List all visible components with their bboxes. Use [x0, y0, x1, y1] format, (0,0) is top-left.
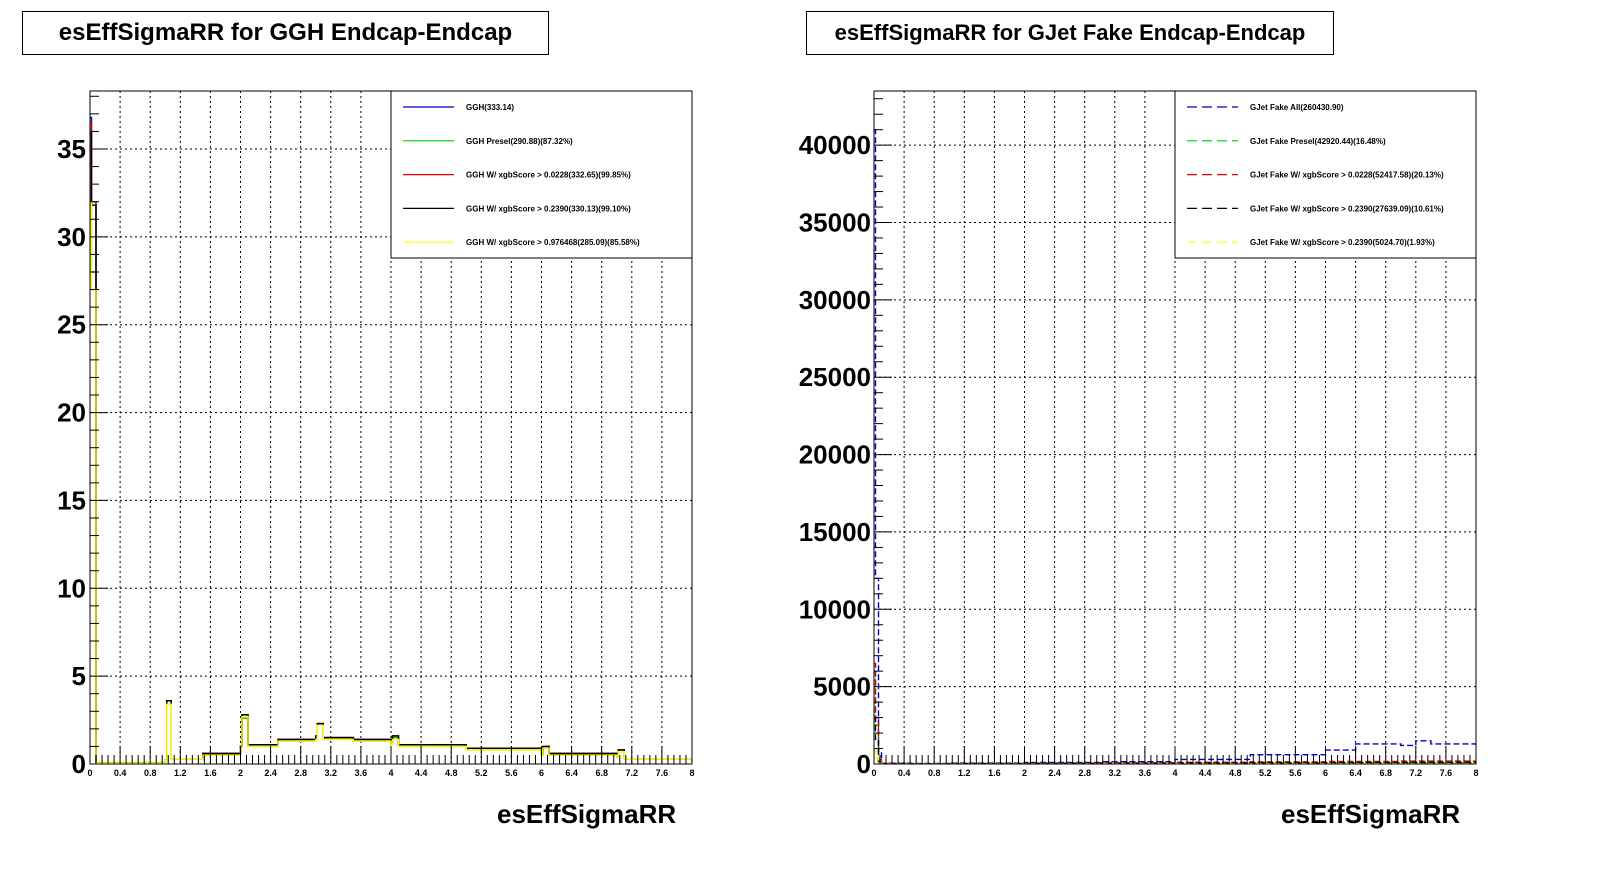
x-axis-title: esEffSigmaRR [1281, 799, 1461, 829]
right-chart-panel: esEffSigmaRR for GJet Fake Endcap-Endcap… [799, 0, 1598, 874]
x-tick-label: 3.2 [1109, 768, 1122, 778]
x-tick-label: 0.4 [114, 768, 127, 778]
x-tick-label: 0 [871, 768, 876, 778]
x-tick-label: 6.8 [595, 768, 608, 778]
y-tick-label: 0 [857, 749, 871, 779]
x-tick-label: 4.8 [445, 768, 458, 778]
y-tick-label: 5000 [813, 672, 871, 702]
x-tick-label: 2.8 [294, 768, 307, 778]
x-tick-label: 2.4 [1048, 768, 1061, 778]
x-tick-label: 7.2 [626, 768, 639, 778]
legend-label: GGH Presel(290.88)(87.32%) [466, 137, 573, 146]
x-tick-label: 1.2 [958, 768, 971, 778]
x-tick-label: 3.6 [1139, 768, 1152, 778]
x-tick-label: 8 [1473, 768, 1478, 778]
y-tick-label: 35 [57, 134, 86, 164]
x-tick-label: 2.8 [1078, 768, 1091, 778]
x-tick-label: 4.4 [415, 768, 428, 778]
y-tick-label: 20000 [799, 440, 871, 470]
x-tick-label: 7.6 [1440, 768, 1453, 778]
y-tick-label: 0 [72, 749, 86, 779]
x-tick-label: 6 [539, 768, 544, 778]
legend-label: GGH W/ xgbScore > 0.976468(285.09)(85.58… [466, 238, 640, 247]
plot-area: 0 0.4 0.8 1.2 1.6 2 2.4 2.8 3.2 3.6 4 4.4 4.8 5.2 5.6 6… [799, 90, 1479, 779]
y-tick-label: 30000 [799, 285, 871, 315]
x-tick-label: 7.2 [1410, 768, 1423, 778]
legend-label: GJet Fake W/ xgbScore > 0.0228(52417.58)… [1250, 171, 1444, 180]
x-tick-label: 0.4 [898, 768, 911, 778]
x-tick-label: 4 [1172, 768, 1177, 778]
grid [874, 91, 1476, 764]
legend-label: GGH(333.14) [466, 103, 514, 112]
x-tick-label: 0.8 [928, 768, 941, 778]
grid [90, 91, 692, 764]
y-tick-label: 15 [57, 485, 86, 515]
y-axis-ticks [90, 95, 108, 765]
x-tick-label: 4.8 [1229, 768, 1242, 778]
x-tick-label: 6 [1323, 768, 1328, 778]
y-tick-label: 20 [57, 398, 86, 428]
legend-label: GJet Fake All(260430.90) [1250, 103, 1344, 112]
x-tick-label: 3.6 [355, 768, 368, 778]
x-axis-ticks [873, 746, 1477, 764]
legend: GJet Fake All(260430.90) GJet Fake Presel… [1174, 90, 1477, 259]
x-tick-label: 2 [238, 768, 243, 778]
y-tick-label: 25 [57, 310, 86, 340]
x-axis-title: esEffSigmaRR [497, 799, 677, 829]
y-tick-label: 15000 [799, 517, 871, 547]
x-tick-label: 2 [1022, 768, 1027, 778]
x-tick-label: 5.6 [505, 768, 518, 778]
legend-label: GGH W/ xgbScore > 0.2390(330.13)(99.10%) [466, 204, 631, 213]
legend-label: GJet Fake Presel(42920.44)(16.48%) [1250, 137, 1386, 146]
legend-label: GJet Fake W/ xgbScore > 0.2390(5024.70)(… [1250, 238, 1435, 247]
x-tick-label: 1.6 [988, 768, 1001, 778]
x-tick-label: 5.6 [1289, 768, 1302, 778]
x-tick-label: 6.4 [1349, 768, 1362, 778]
chart-title: esEffSigmaRR for GGH Endcap-Endcap [22, 11, 549, 55]
y-tick-label: 35000 [799, 208, 871, 238]
y-tick-label: 5 [72, 661, 86, 691]
y-axis-ticks [874, 98, 892, 765]
series-line [90, 201, 692, 763]
x-tick-label: 2.4 [264, 768, 277, 778]
x-tick-label: 3.2 [325, 768, 338, 778]
x-tick-label: 6.4 [565, 768, 578, 778]
x-tick-label: 5.2 [475, 768, 488, 778]
x-tick-label: 0 [87, 768, 92, 778]
y-tick-label: 40000 [799, 130, 871, 160]
legend: GGH(333.14) GGH Presel(290.88)(87.32%) GGH… [390, 90, 693, 259]
y-tick-label: 10000 [799, 594, 871, 624]
x-tick-label: 7.6 [656, 768, 669, 778]
y-tick-label: 25000 [799, 362, 871, 392]
x-tick-label: 1.6 [204, 768, 217, 778]
x-tick-label: 8 [689, 768, 694, 778]
left-chart-panel: esEffSigmaRR for GGH Endcap-Endcap 0 0.4 0… [22, 11, 695, 829]
chart-title: esEffSigmaRR for GJet Fake Endcap-Endcap [806, 11, 1334, 55]
x-tick-label: 6.8 [1379, 768, 1392, 778]
legend-label: GJet Fake W/ xgbScore > 0.2390(27639.09)… [1250, 204, 1444, 213]
x-axis-ticks [89, 746, 693, 764]
x-tick-label: 0.8 [144, 768, 157, 778]
legend-label: GGH W/ xgbScore > 0.0228(332.65)(99.85%) [466, 171, 631, 180]
x-tick-label: 4.4 [1199, 768, 1212, 778]
data-series [90, 116, 692, 763]
x-tick-label: 1.2 [174, 768, 187, 778]
y-tick-label: 10 [57, 573, 86, 603]
x-tick-label: 5.2 [1259, 768, 1272, 778]
x-tick-label: 4 [388, 768, 393, 778]
plot-area: 0 0.4 0.8 1.2 1.6 2 2.4 2.8 3.2 3.6 4 4.4 4.8 5.2 5.6 6… [57, 90, 695, 779]
y-tick-label: 30 [57, 222, 86, 252]
